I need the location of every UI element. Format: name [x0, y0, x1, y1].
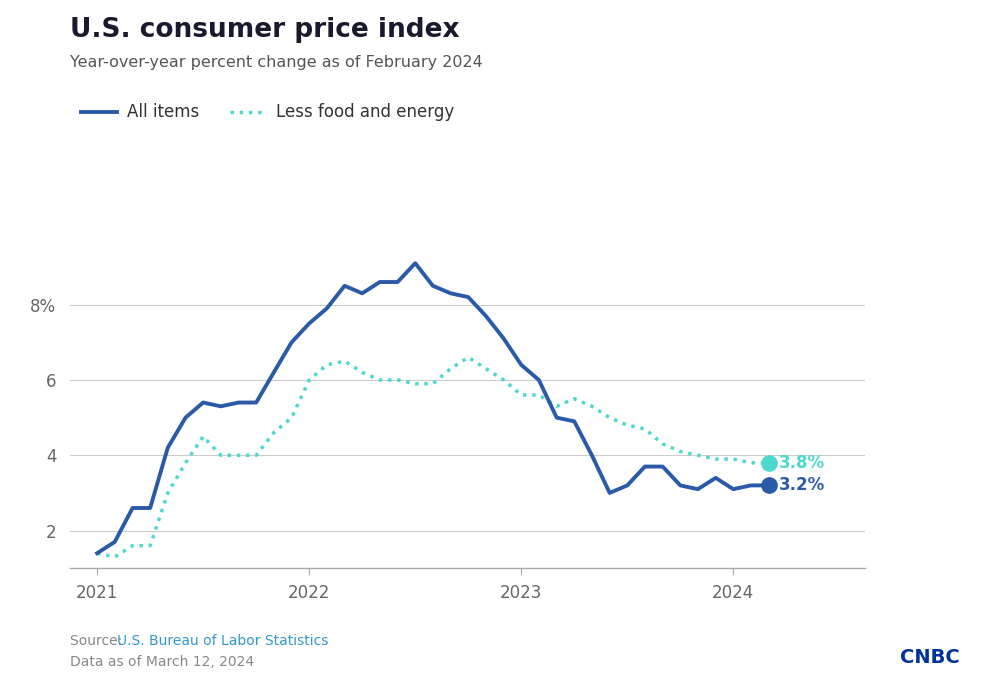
Text: U.S. Bureau of Labor Statistics: U.S. Bureau of Labor Statistics [117, 634, 329, 648]
Text: Year-over-year percent change as of February 2024: Year-over-year percent change as of Febr… [70, 55, 482, 71]
Legend: All items, Less food and energy: All items, Less food and energy [74, 97, 461, 128]
Text: 3.8%: 3.8% [779, 454, 825, 472]
Text: Data as of March 12, 2024: Data as of March 12, 2024 [70, 655, 253, 669]
Text: CNBC: CNBC [900, 648, 959, 667]
Text: 3.2%: 3.2% [779, 476, 826, 494]
Text: Source:: Source: [70, 634, 126, 648]
Text: U.S. consumer price index: U.S. consumer price index [70, 17, 459, 44]
